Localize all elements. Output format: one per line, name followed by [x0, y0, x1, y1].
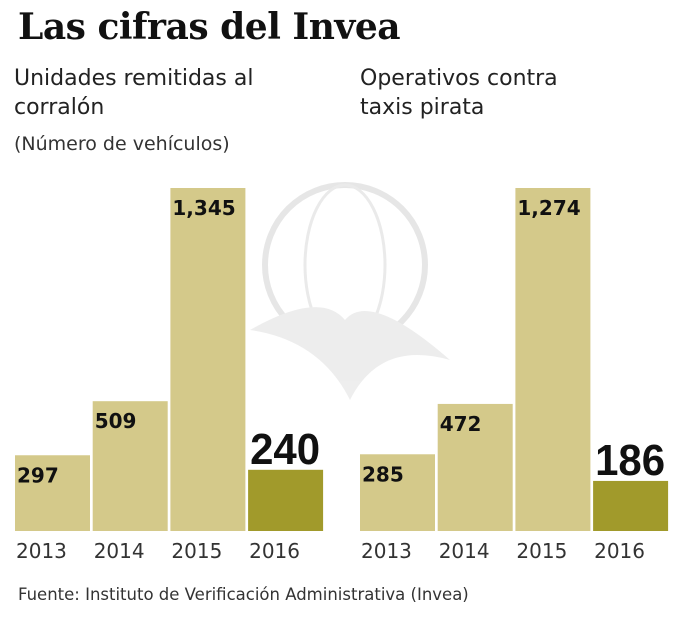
tick-label-2016: 2016: [594, 539, 645, 563]
chart-1: 285 2013 472 2014 1,274 2015 186 2016: [360, 188, 669, 563]
page-title: Las cifras del Invea: [18, 6, 401, 48]
data-label-2016: 240: [250, 425, 320, 474]
bar-2014: [92, 401, 168, 531]
data-label-2014: 509: [95, 409, 137, 433]
watermark-logo: [250, 182, 450, 400]
tick-label-2013: 2013: [16, 539, 67, 563]
tick-label-2016: 2016: [249, 539, 300, 563]
data-label-2015: 1,274: [517, 196, 580, 220]
data-label-2016: 186: [595, 436, 665, 485]
chart-title-right: Operativos contra taxis pirata: [360, 66, 558, 120]
tick-label-2014: 2014: [439, 539, 490, 563]
bar-2013: [15, 455, 90, 531]
tick-label-2015: 2015: [516, 539, 567, 563]
bar-2016: [593, 480, 669, 531]
tick-label-2014: 2014: [94, 539, 145, 563]
data-label-2015: 1,345: [172, 196, 235, 220]
source-note: Fuente: Instituto de Verificación Admini…: [18, 585, 469, 604]
data-label-2013: 297: [17, 463, 59, 487]
bar-2015: [170, 188, 246, 531]
bar-2014: [437, 403, 513, 531]
tick-label-2013: 2013: [361, 539, 412, 563]
chart-title-left: Unidades remitidas al corralón: [14, 66, 254, 120]
bar-2015: [515, 188, 591, 531]
bar-2016: [248, 469, 324, 531]
chart-0: 297 2013 509 2014 1,345 2015 240 2016: [15, 188, 324, 563]
tick-label-2015: 2015: [171, 539, 222, 563]
data-label-2013: 285: [362, 462, 404, 486]
data-label-2014: 472: [440, 412, 482, 436]
chart-subtitle-left: (Número de vehículos): [14, 133, 230, 155]
bar-2013: [360, 454, 435, 531]
